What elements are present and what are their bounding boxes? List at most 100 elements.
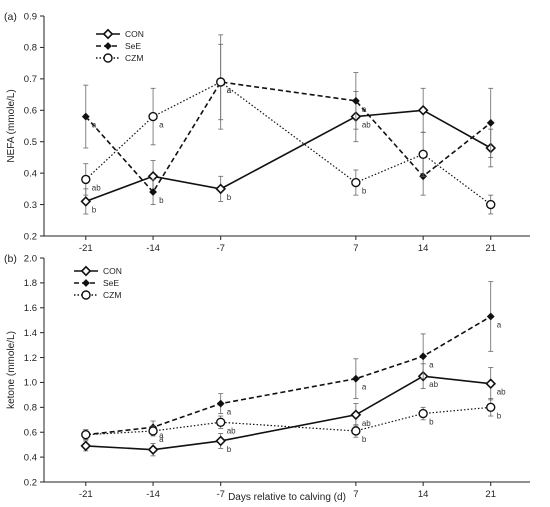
legend-marker bbox=[80, 265, 92, 277]
x-tick-label: 21 bbox=[485, 243, 496, 254]
x-axis-label: Days relative to calving (d) bbox=[228, 492, 346, 503]
panel-b: 0.2 0.4 0.6 0.8 1.0 1.2 1.4 1.6 1.8 2.0 -21 -14 -7 7 1… bbox=[4, 253, 530, 500]
significance-letter: a bbox=[362, 383, 367, 392]
data-point bbox=[80, 196, 92, 207]
data-point bbox=[147, 444, 159, 455]
legend-marker bbox=[81, 290, 91, 300]
data-point bbox=[351, 426, 361, 436]
significance-letter: b bbox=[227, 193, 232, 202]
data-point bbox=[215, 183, 227, 195]
legend: CON SeE CZM bbox=[74, 265, 122, 300]
significance-letter: b bbox=[429, 418, 434, 427]
significance-letter: b bbox=[497, 411, 502, 420]
x-tick-label: 7 bbox=[353, 243, 358, 254]
y-tick-label: 0.9 bbox=[24, 11, 37, 22]
significance-letter: ab bbox=[362, 419, 371, 428]
x-tick-label: -21 bbox=[79, 489, 93, 500]
legend-label: CON bbox=[125, 29, 144, 39]
significance-letter: b bbox=[159, 196, 164, 205]
y-tick-label: 1.4 bbox=[24, 328, 37, 339]
y-tick-label: 0.2 bbox=[24, 477, 37, 488]
significance-letter: a bbox=[159, 435, 164, 444]
data-point bbox=[215, 417, 226, 427]
data-point bbox=[417, 104, 429, 116]
data-point bbox=[148, 426, 158, 436]
data-point bbox=[351, 96, 360, 105]
y-tick-label: 0.4 bbox=[24, 168, 37, 179]
y-tick-label: 0.5 bbox=[24, 137, 37, 148]
data-point bbox=[486, 312, 495, 321]
data-point bbox=[485, 378, 497, 390]
data-point bbox=[149, 188, 157, 196]
legend-label: CON bbox=[103, 266, 122, 276]
significance-letter: a bbox=[362, 105, 367, 114]
x-tick-label: -21 bbox=[79, 243, 93, 254]
y-axis-label: ketone (mmole/L) bbox=[6, 331, 17, 409]
series-line bbox=[85, 375, 491, 451]
data-point bbox=[216, 399, 225, 408]
y-tick-label: 0.8 bbox=[24, 43, 37, 54]
legend-marker bbox=[102, 28, 114, 40]
legend-marker bbox=[103, 53, 113, 63]
significance-letter: ab bbox=[92, 183, 101, 192]
data-point bbox=[215, 435, 227, 447]
x-tick-label: 14 bbox=[418, 243, 429, 254]
series-see: a a a a a bbox=[81, 281, 502, 440]
y-tick-label: 0.8 bbox=[24, 403, 37, 414]
panel-label: (b) bbox=[4, 253, 17, 265]
legend-label: CZM bbox=[125, 53, 143, 63]
series-line bbox=[85, 315, 492, 436]
data-point bbox=[148, 111, 158, 122]
significance-letter: a bbox=[159, 121, 164, 130]
significance-letter: a bbox=[497, 320, 502, 329]
panel-a: 0.2 0.3 0.4 0.5 0.6 0.7 0.8 0.9 -21 -14 -7 7 14 21 (a)… bbox=[4, 11, 530, 254]
y-tick-label: 1.8 bbox=[24, 278, 37, 289]
data-point bbox=[486, 402, 496, 413]
series-line bbox=[85, 81, 492, 194]
legend-label: SeE bbox=[125, 41, 141, 51]
x-tick-label: -14 bbox=[146, 489, 160, 500]
y-tick-label: 0.6 bbox=[24, 106, 37, 117]
x-tick-label: 14 bbox=[418, 489, 429, 500]
y-tick-label: 1.2 bbox=[24, 353, 37, 364]
data-point bbox=[215, 77, 226, 87]
y-tick-label: 2.0 bbox=[24, 253, 37, 264]
legend-marker bbox=[82, 279, 90, 287]
x-tick-label: -7 bbox=[216, 243, 224, 254]
x-tick-label: -7 bbox=[216, 489, 224, 500]
significance-letter: ab bbox=[429, 380, 438, 389]
significance-letter: a bbox=[227, 86, 232, 95]
series-czm: a ab b b b bbox=[81, 398, 502, 444]
y-axis-label: NEFA (mmole/L) bbox=[6, 89, 17, 162]
data-point bbox=[486, 118, 495, 127]
legend-label: CZM bbox=[103, 290, 121, 300]
series-line bbox=[85, 81, 492, 206]
significance-letter: a bbox=[92, 121, 97, 130]
significance-letter: b bbox=[362, 435, 367, 444]
y-tick-label: 0.6 bbox=[24, 428, 37, 439]
data-point bbox=[486, 199, 496, 210]
data-point bbox=[351, 177, 361, 188]
legend-marker bbox=[104, 42, 112, 50]
data-point bbox=[80, 440, 92, 452]
significance-letter: b bbox=[92, 205, 97, 214]
x-tick-label: 7 bbox=[353, 489, 358, 500]
significance-letter: a bbox=[159, 431, 164, 440]
panel-label: (a) bbox=[4, 11, 17, 23]
significance-letter: ab bbox=[362, 121, 371, 130]
x-tick-label: -14 bbox=[146, 243, 160, 254]
y-tick-label: 0.3 bbox=[24, 200, 37, 211]
y-tick-label: 0.4 bbox=[24, 452, 37, 463]
y-tick-label: 1.6 bbox=[24, 303, 37, 314]
data-point bbox=[418, 408, 428, 419]
y-tick-label: 0.2 bbox=[24, 231, 37, 242]
data-point bbox=[81, 430, 91, 440]
significance-letter: ab bbox=[497, 388, 506, 397]
y-tick-label: 1.0 bbox=[24, 378, 37, 389]
significance-letter: a bbox=[429, 360, 434, 369]
y-tick-label: 0.7 bbox=[24, 74, 37, 85]
